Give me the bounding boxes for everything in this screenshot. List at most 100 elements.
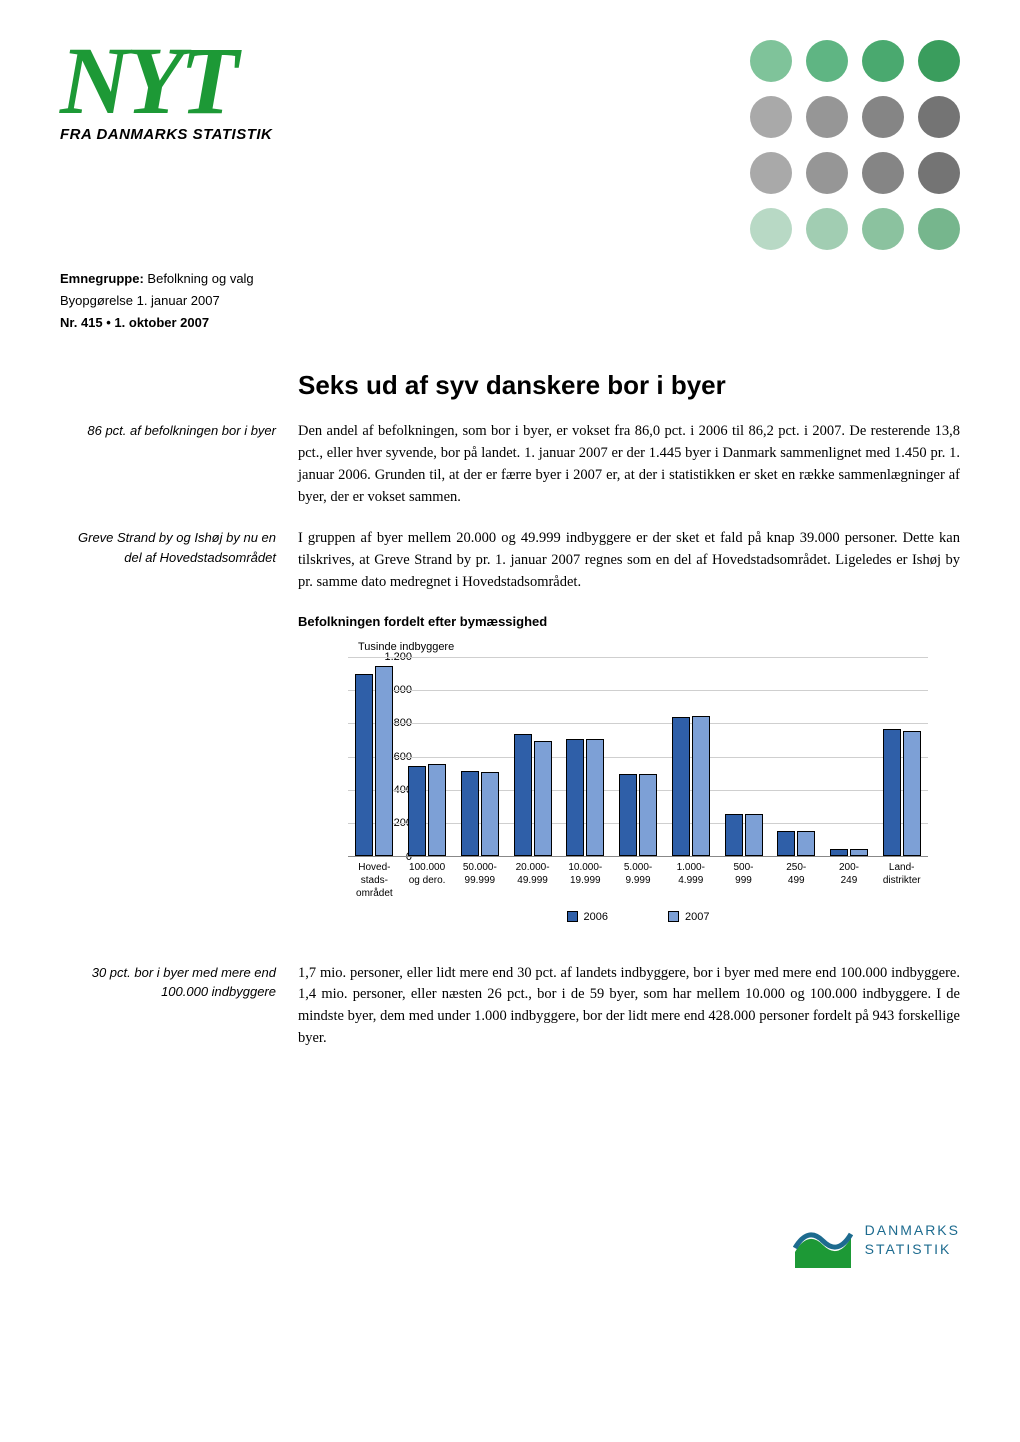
meta-line2: Byopgørelse 1. januar 2007: [60, 290, 960, 312]
bar: [639, 774, 657, 856]
meta-group-label: Emnegruppe:: [60, 271, 144, 286]
dot-grid-decoration: [750, 40, 960, 250]
x-tick-label: 20.000-49.999: [506, 861, 559, 900]
decoration-dot: [806, 40, 848, 82]
x-tick-label: 200-249: [823, 861, 876, 900]
category-group: [823, 657, 876, 856]
decoration-dot: [750, 152, 792, 194]
paragraphs: 86 pct. af befolkningen bor i byerDen an…: [60, 421, 960, 1049]
decoration-dot: [918, 208, 960, 250]
bar: [461, 771, 479, 856]
bar: [514, 734, 532, 856]
category-group: [559, 657, 612, 856]
category-group: [453, 657, 506, 856]
category-group: [348, 657, 401, 856]
bar: [725, 814, 743, 856]
decoration-dot: [862, 40, 904, 82]
legend-label: 2006: [584, 911, 608, 923]
decoration-dot: [862, 208, 904, 250]
meta-group: Emnegruppe: Befolkning og valg: [60, 268, 960, 290]
plot-area: [348, 657, 928, 857]
side-note: Greve Strand by og Ishøj by nu en del af…: [60, 528, 298, 593]
body-text: Den andel af befolkningen, som bor i bye…: [298, 421, 960, 508]
decoration-dot: [862, 96, 904, 138]
paragraph-row: 86 pct. af befolkningen bor i byerDen an…: [60, 421, 960, 508]
legend: 2006 2007: [348, 911, 928, 923]
wave-icon: [793, 1210, 853, 1270]
category-group: [875, 657, 928, 856]
paragraph-row: Greve Strand by og Ishøj by nu en del af…: [60, 528, 960, 593]
decoration-dot: [750, 96, 792, 138]
meta-group-value: Befolkning og valg: [147, 271, 253, 286]
bar: [566, 739, 584, 856]
bar: [692, 716, 710, 856]
meta-issue: Nr. 415 • 1. oktober 2007: [60, 312, 960, 334]
bar: [850, 849, 868, 856]
x-tick-label: 10.000-19.999: [559, 861, 612, 900]
category-group: [664, 657, 717, 856]
bar: [481, 772, 499, 855]
chart-box: Tusinde indbyggere02004006008001.0001.20…: [298, 639, 948, 939]
category-group: [770, 657, 823, 856]
bar: [534, 741, 552, 856]
legend-swatch: [668, 911, 679, 922]
bar: [745, 814, 763, 856]
bar: [619, 774, 637, 856]
logo-main: NYT: [60, 40, 272, 122]
bar: [375, 666, 393, 856]
x-tick-label: 250-499: [770, 861, 823, 900]
legend-label: 2007: [685, 911, 709, 923]
chart-section: Befolkningen fordelt efter bymæssighed Tu…: [298, 614, 960, 939]
legend-swatch: [567, 911, 578, 922]
side-note: 86 pct. af befolkningen bor i byer: [60, 421, 298, 508]
paragraph-row: 30 pct. bor i byer med mere end 100.000 …: [60, 963, 960, 1050]
bar: [355, 674, 373, 856]
x-tick-label: 1.000-4.999: [664, 861, 717, 900]
bar: [830, 849, 848, 856]
bar: [672, 717, 690, 855]
bar: [428, 764, 446, 856]
bar: [777, 831, 795, 856]
footer-line1: DANMARKS: [865, 1221, 960, 1239]
bar: [586, 739, 604, 856]
decoration-dot: [806, 208, 848, 250]
category-group: [717, 657, 770, 856]
x-tick-label: 5.000-9.999: [612, 861, 665, 900]
decoration-dot: [862, 152, 904, 194]
bar: [797, 831, 815, 856]
meta-block: Emnegruppe: Befolkning og valg Byopgørel…: [60, 268, 960, 334]
logo-subtitle: FRA DANMARKS STATISTIK: [60, 126, 272, 143]
decoration-dot: [918, 152, 960, 194]
logo-block: NYT FRA DANMARKS STATISTIK: [60, 40, 272, 143]
header: NYT FRA DANMARKS STATISTIK: [60, 40, 960, 250]
decoration-dot: [750, 208, 792, 250]
category-group: [506, 657, 559, 856]
chart-title: Befolkningen fordelt efter bymæssighed: [298, 614, 960, 629]
decoration-dot: [806, 96, 848, 138]
bar: [408, 766, 426, 856]
x-tick-label: 50.000-99.999: [453, 861, 506, 900]
decoration-dot: [918, 40, 960, 82]
bar: [883, 729, 901, 856]
body-text: 1,7 mio. personer, eller lidt mere end 3…: [298, 963, 960, 1050]
bar: [903, 731, 921, 856]
x-tick-label: Land-distrikter: [875, 861, 928, 900]
footer-line2: STATISTIK: [865, 1240, 960, 1258]
category-group: [401, 657, 454, 856]
decoration-dot: [918, 96, 960, 138]
page-title: Seks ud af syv danskere bor i byer: [298, 370, 960, 401]
x-labels: Hoved-stads-området100.000og dero.50.000…: [348, 861, 928, 900]
footer-text: DANMARKS STATISTIK: [865, 1221, 960, 1257]
legend-item: 2006: [567, 911, 608, 923]
decoration-dot: [806, 152, 848, 194]
x-tick-label: 100.000og dero.: [401, 861, 454, 900]
x-tick-label: 500-999: [717, 861, 770, 900]
side-note: 30 pct. bor i byer med mere end 100.000 …: [60, 963, 298, 1050]
legend-item: 2007: [668, 911, 709, 923]
body-text: I gruppen af byer mellem 20.000 og 49.99…: [298, 528, 960, 593]
category-group: [612, 657, 665, 856]
footer-logo: DANMARKS STATISTIK: [60, 1210, 960, 1270]
decoration-dot: [750, 40, 792, 82]
bars-row: [348, 657, 928, 856]
x-tick-label: Hoved-stads-området: [348, 861, 401, 900]
